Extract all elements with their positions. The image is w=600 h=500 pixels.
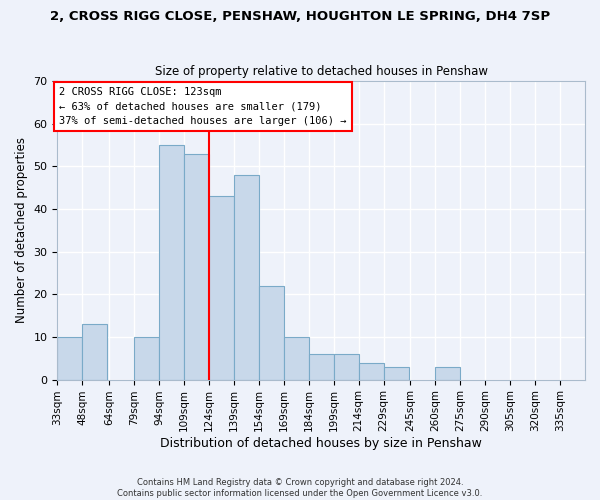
Bar (334, 354, 359, 380)
Bar (58, 337, 82, 380)
Bar (359, 362, 383, 380)
Bar (435, 367, 460, 380)
Y-axis label: Number of detached properties: Number of detached properties (15, 138, 28, 324)
Text: 2 CROSS RIGG CLOSE: 123sqm
← 63% of detached houses are smaller (179)
37% of sem: 2 CROSS RIGG CLOSE: 123sqm ← 63% of deta… (59, 88, 347, 126)
Text: 2, CROSS RIGG CLOSE, PENSHAW, HOUGHTON LE SPRING, DH4 7SP: 2, CROSS RIGG CLOSE, PENSHAW, HOUGHTON L… (50, 10, 550, 23)
Bar (259, 286, 284, 380)
Title: Size of property relative to detached houses in Penshaw: Size of property relative to detached ho… (155, 66, 488, 78)
Bar (134, 337, 159, 380)
Bar (309, 354, 334, 380)
X-axis label: Distribution of detached houses by size in Penshaw: Distribution of detached houses by size … (160, 437, 482, 450)
Bar (209, 196, 234, 380)
Bar (234, 175, 259, 380)
Bar (184, 154, 209, 380)
Bar (383, 367, 409, 380)
Bar (82, 324, 107, 380)
Bar (159, 145, 184, 380)
Bar (284, 337, 309, 380)
Text: Contains HM Land Registry data © Crown copyright and database right 2024.
Contai: Contains HM Land Registry data © Crown c… (118, 478, 482, 498)
